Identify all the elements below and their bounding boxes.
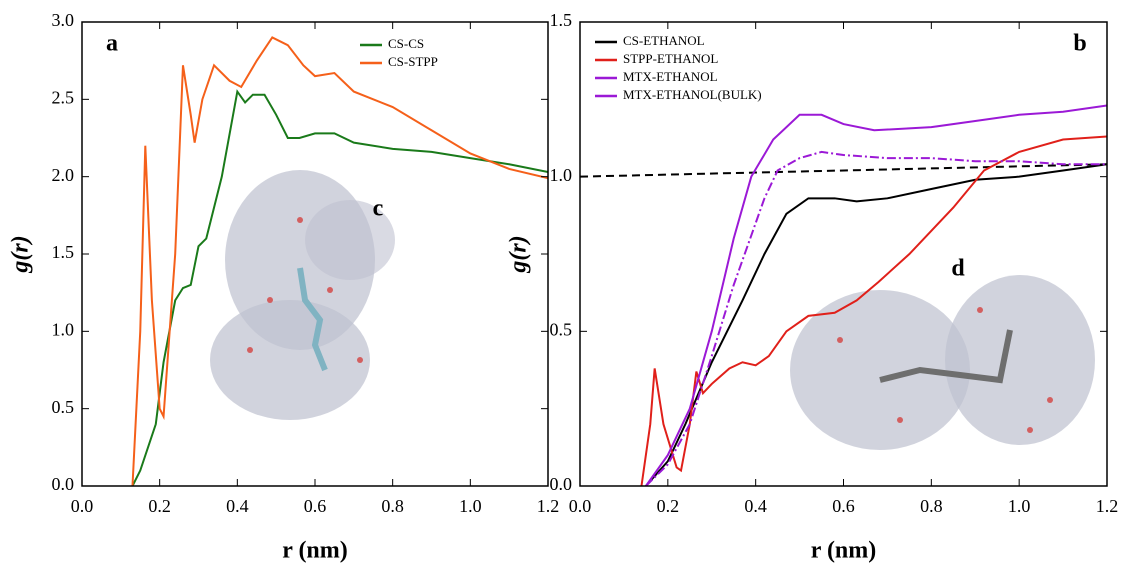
y-tick-label: 0.5: [52, 397, 75, 417]
x-tick-label: 1.0: [459, 496, 482, 516]
y-tick-label: 1.5: [52, 242, 75, 262]
x-tick-label: 0.2: [148, 496, 171, 516]
x-tick-label: 1.0: [1008, 496, 1031, 516]
reference-line: [580, 163, 1107, 178]
x-tick-label: 0.0: [71, 496, 94, 516]
legend-label: STPP-ETHANOL: [623, 51, 718, 66]
x-tick-label: 0.6: [832, 496, 855, 516]
x-tick-label: 1.2: [537, 496, 560, 516]
x-tick-label: 0.0: [569, 496, 592, 516]
panel-letter: a: [106, 31, 118, 57]
series-line: [645, 150, 1107, 486]
panel-letter: c: [373, 196, 384, 222]
y-axis-label: g(r): [8, 235, 34, 273]
x-tick-label: 1.2: [1096, 496, 1119, 516]
legend-label: MTX-ETHANOL: [623, 69, 718, 84]
panel-letter: d: [951, 256, 965, 282]
legend-label: CS-STPP: [388, 54, 438, 69]
y-tick-label: 1.0: [52, 319, 75, 339]
x-tick-label: 0.2: [657, 496, 680, 516]
x-axis-label: r (nm): [282, 538, 348, 564]
legend-label: CS-ETHANOL: [623, 33, 705, 48]
series-line: [131, 36, 548, 486]
y-tick-label: 0.5: [550, 319, 573, 339]
series-line: [645, 104, 1107, 486]
legend-label: CS-CS: [388, 36, 424, 51]
y-tick-label: 1.5: [550, 10, 573, 30]
y-tick-label: 0.0: [550, 474, 573, 494]
y-tick-label: 2.5: [52, 87, 75, 107]
legend-label: MTX-ETHANOL(BULK): [623, 87, 762, 102]
series-line: [645, 163, 1107, 486]
x-tick-label: 0.8: [920, 496, 943, 516]
y-axis-label: g(r): [506, 235, 532, 273]
x-tick-label: 0.4: [226, 496, 249, 516]
y-tick-label: 3.0: [52, 10, 75, 30]
plot-area: [131, 36, 548, 486]
x-axis-label: r (nm): [811, 538, 877, 564]
plot-area: [580, 104, 1107, 486]
x-tick-label: 0.6: [304, 496, 327, 516]
y-tick-label: 0.0: [52, 474, 75, 494]
x-tick-label: 0.4: [744, 496, 767, 516]
y-tick-label: 1.0: [550, 165, 573, 185]
series-line: [640, 135, 1107, 486]
panel-letter: b: [1073, 31, 1086, 57]
inset-d: [790, 275, 1095, 450]
series-line: [131, 89, 548, 486]
x-tick-label: 0.8: [381, 496, 404, 516]
inset-c: [210, 170, 395, 420]
y-tick-label: 2.0: [52, 165, 75, 185]
